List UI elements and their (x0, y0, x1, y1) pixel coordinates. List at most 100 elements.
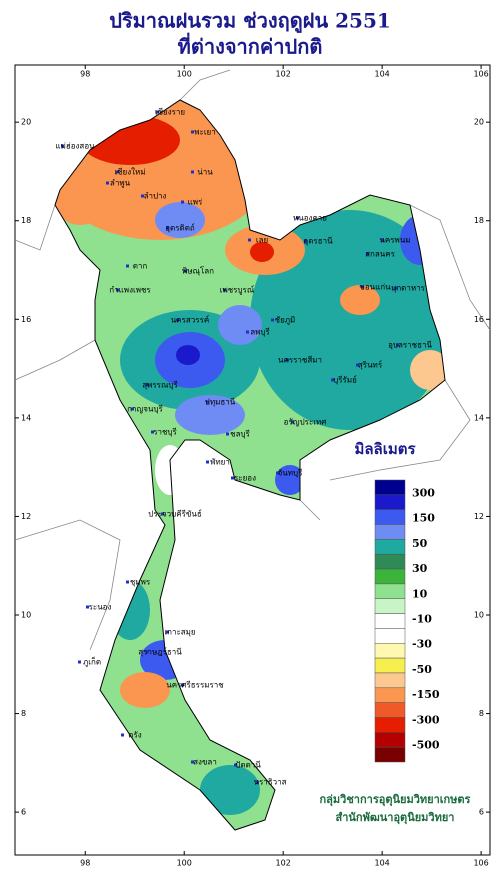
place-label: เชียงราย (155, 108, 185, 117)
legend-swatch (374, 657, 406, 674)
station-marker (296, 216, 299, 220)
station-marker (291, 420, 294, 424)
neighbor-borders (14, 69, 491, 651)
station-marker (156, 110, 159, 114)
place-label: กำแพงเพชร (109, 286, 151, 295)
y-tick-label: 20 (21, 118, 31, 127)
legend-swatch (374, 583, 406, 599)
place-label: พะเยา (194, 128, 215, 137)
station-marker (126, 264, 129, 268)
place-label: อุดรธานี (303, 237, 333, 246)
station-marker (276, 471, 279, 475)
station-marker (181, 683, 184, 687)
y-tick-label: 6 (21, 808, 26, 817)
station-marker (331, 378, 334, 382)
station-marker (206, 460, 209, 464)
place-label: เพชรบูรณ์ (220, 285, 255, 296)
place-label: กาญจนบุรี (127, 405, 163, 414)
station-marker (191, 170, 194, 174)
legend-swatch (374, 702, 406, 718)
station-marker (271, 318, 274, 322)
station-marker (184, 269, 187, 273)
legend-swatch (374, 613, 406, 629)
place-label: ประจวบคีรีขันธ์ (148, 509, 202, 519)
station-marker (191, 130, 194, 134)
station-marker (121, 733, 124, 737)
y-tick-label: 20 (474, 118, 484, 127)
station-marker (146, 650, 149, 654)
legend-label: -30 (412, 638, 432, 651)
station-marker (86, 605, 89, 609)
place-label: อุบลราชธานี (388, 341, 432, 350)
rain-field (155, 202, 205, 238)
station-marker (78, 660, 81, 664)
legend-swatch (374, 539, 406, 555)
legend-label: 300 (412, 486, 435, 499)
place-label: ภูเก็ต (83, 657, 101, 668)
place-label: ปัตตานี (235, 761, 261, 770)
legend-swatch (374, 598, 406, 614)
legend-swatch (374, 672, 406, 689)
place-label: เชียงใหม่ (114, 168, 145, 177)
legend-swatch (374, 524, 406, 540)
station-marker (206, 400, 209, 404)
legend-swatch (374, 746, 406, 763)
rain-field (250, 210, 445, 430)
x-tick-label: 98 (80, 859, 90, 868)
rain-field (175, 395, 245, 435)
station-marker (116, 288, 119, 292)
station-marker (181, 200, 184, 204)
place-label: ระยอง (234, 474, 256, 483)
legend-swatch (374, 568, 406, 585)
country-outline (54, 99, 446, 831)
legend-swatch (374, 479, 406, 496)
place-label: ราชบุรี (153, 428, 177, 437)
place-label: นราธิวาส (253, 778, 286, 787)
place-label: ลำพูน (110, 179, 131, 189)
place-label: นครราชสีมา (278, 356, 322, 365)
legend-label: -50 (412, 663, 432, 676)
place-label: พิษณุโลก (182, 266, 214, 276)
x-tick-label: 100 (177, 70, 192, 79)
place-label: มุกดาหาร (391, 284, 426, 293)
place-label: ขอนแก่น (359, 283, 391, 292)
place-label: พัทยา (210, 458, 230, 467)
y-tick-label: 18 (21, 216, 31, 225)
place-label: ตาก (133, 262, 148, 271)
legend-label: 50 (412, 537, 428, 550)
title-line: ที่ต่างจากค่าปกติ (178, 32, 323, 59)
legend-label: 150 (412, 512, 435, 525)
legend-swatch (374, 628, 406, 644)
place-label: จันทบุรี (278, 469, 304, 478)
station-marker (61, 144, 64, 148)
legend-swatch (374, 509, 406, 525)
y-tick-label: 12 (474, 512, 484, 521)
station-marker (166, 630, 169, 634)
station-marker (248, 238, 251, 242)
station-marker (286, 358, 289, 362)
legend-label: 10 (412, 587, 428, 600)
rain-field (275, 465, 305, 495)
rain-field (55, 175, 105, 225)
rain-field (340, 285, 380, 315)
legend-swatch (374, 643, 406, 659)
legend-label: -150 (412, 688, 440, 701)
station-marker (161, 512, 164, 516)
place-label: ตรัง (128, 731, 141, 740)
place-label: นครพนม (379, 236, 410, 245)
y-tick-label: 16 (474, 315, 484, 324)
x-tick-label: 106 (473, 859, 488, 868)
station-marker (304, 239, 307, 243)
station-marker (176, 318, 179, 322)
station-marker (246, 330, 249, 334)
place-label: บุรีรัมย์ (333, 375, 357, 385)
rain-field (120, 672, 170, 708)
rain-field (410, 350, 445, 390)
title-line: ปริมาณฝนรวม ช่วงฤดูฝน 2551 (109, 9, 391, 35)
y-tick-label: 10 (474, 610, 484, 619)
rain-field (250, 242, 274, 262)
station-marker (166, 226, 169, 230)
x-tick-label: 100 (177, 859, 192, 868)
y-tick-label: 6 (479, 808, 484, 817)
rain-field (200, 765, 260, 815)
